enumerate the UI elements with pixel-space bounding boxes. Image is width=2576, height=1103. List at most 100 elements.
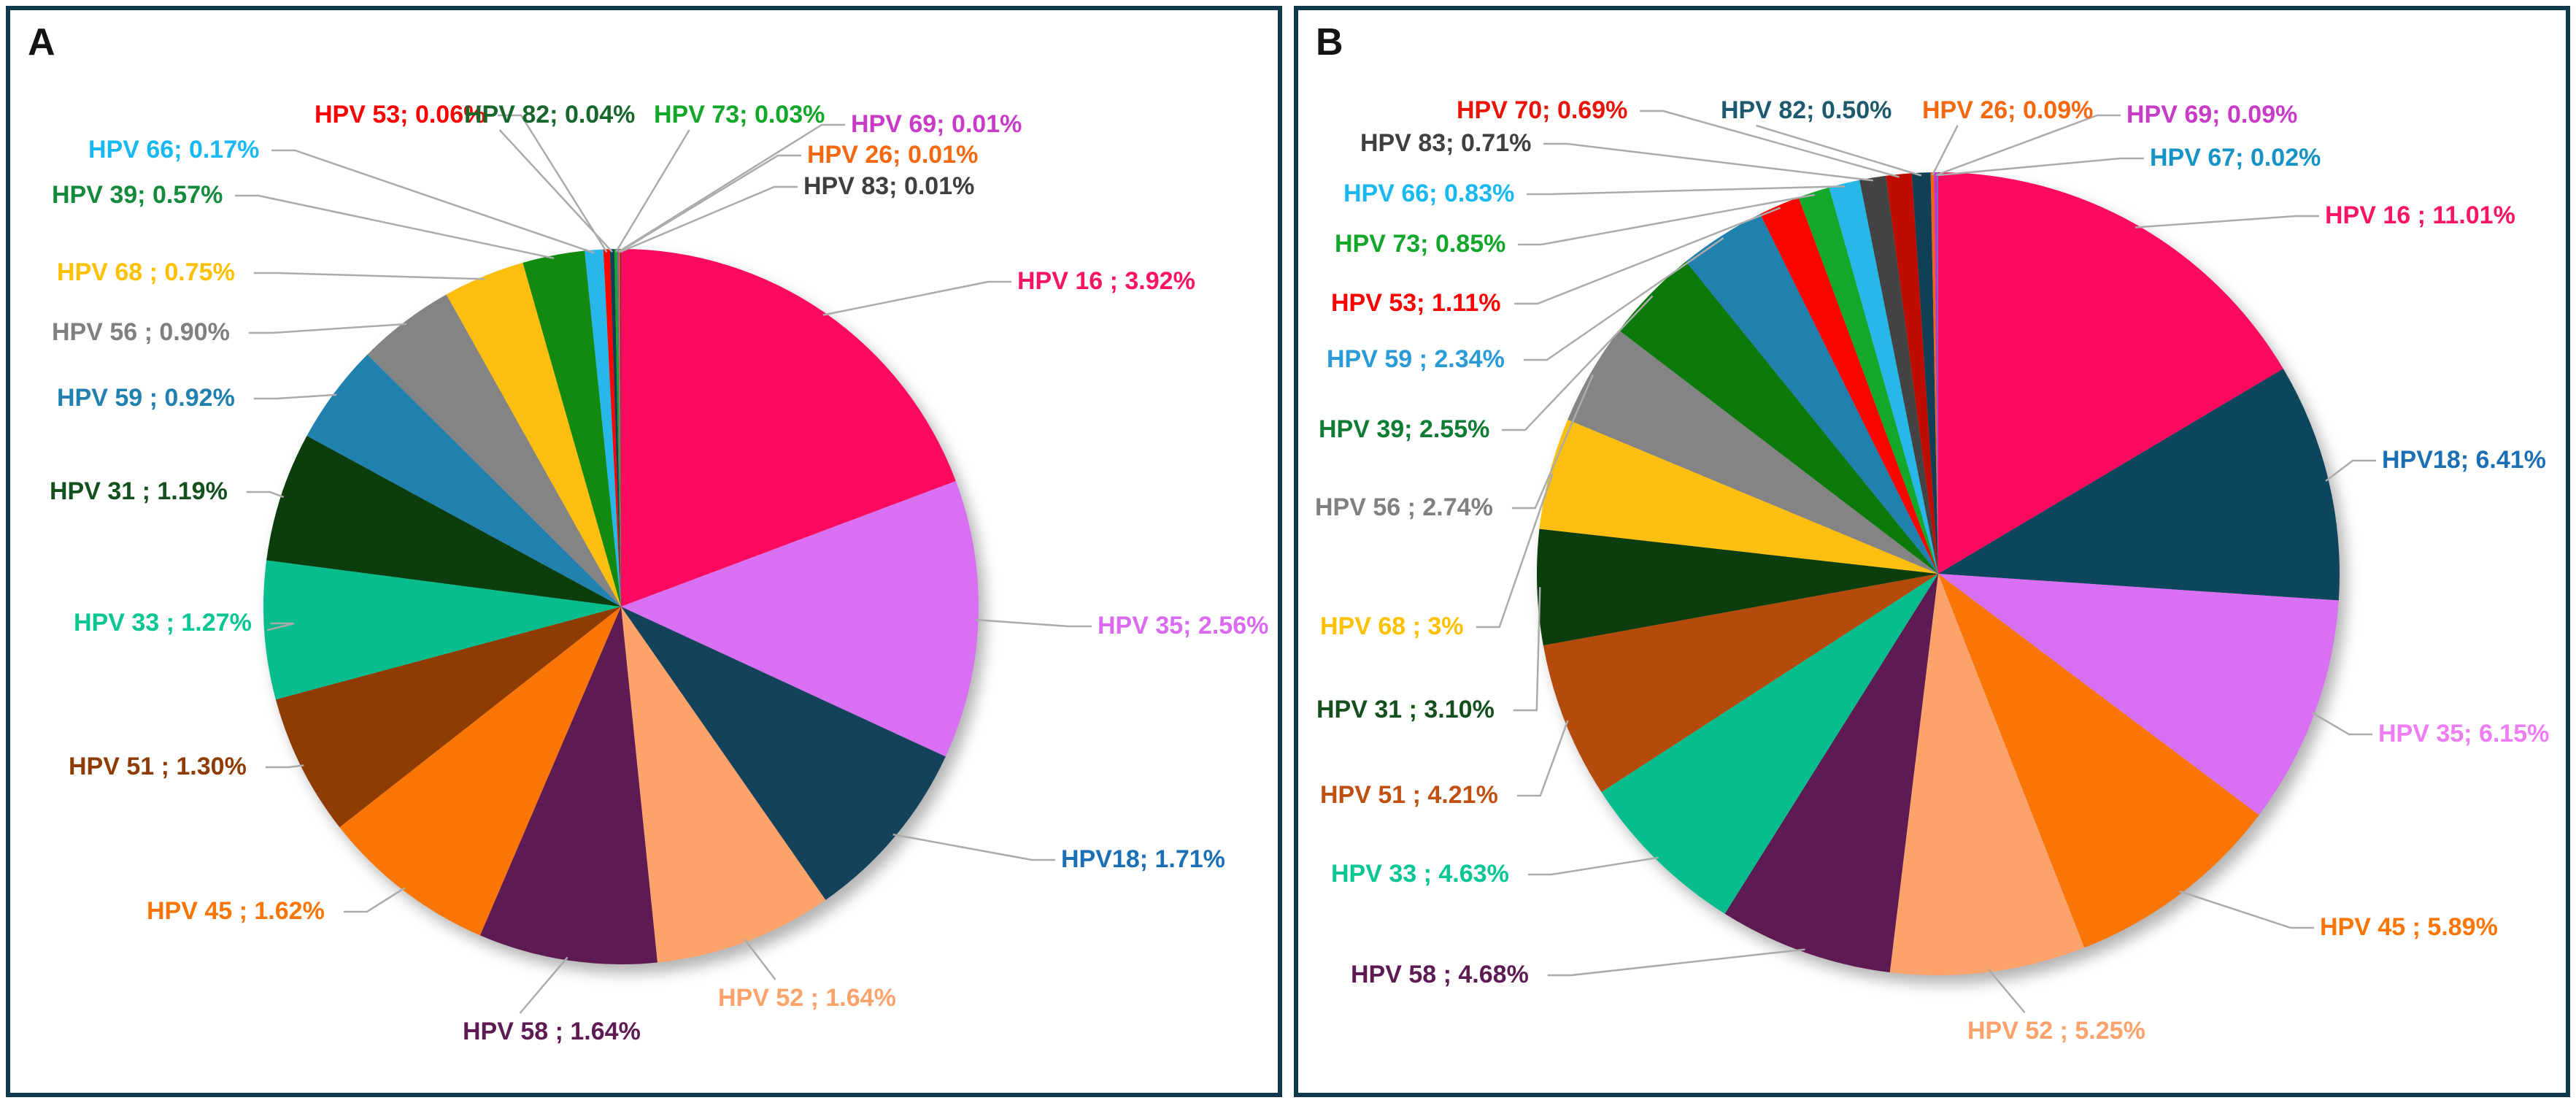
pie-slice-hpv-70 [1886,173,1938,574]
slice-label-hpv-83: HPV 83; 0.71% [1360,129,1532,158]
slice-label-hpv-26: HPV 26; 0.09% [1922,96,2094,125]
pie-slice-hpv-52 [621,607,826,963]
slice-label-hpv-56: HPV 56 ; 0.90% [52,318,230,347]
leader-line [266,622,295,631]
pie-slice-hpv-18 [1938,369,2340,601]
leader-line [253,393,337,400]
pie-slice-hpv-51 [275,607,621,828]
leader-line [271,149,595,254]
slice-label-hpv-70: HPV 70; 0.69% [1457,96,1628,125]
slice-label-hpv-18: HPV18; 6.41% [2382,446,2546,474]
leader-line [246,491,285,499]
pie-slice-hpv-18 [621,607,946,900]
pie-slice-hpv-69 [617,249,621,607]
leader-line [1543,142,1874,182]
pie-slice-hpv-73 [614,249,621,607]
leader-line [1547,948,1805,977]
leader-line [619,154,801,253]
pie-slice-hpv-56 [367,294,621,607]
slice-label-hpv-18: HPV18; 1.71% [1061,845,1225,874]
pie-chart-a [235,114,1092,1014]
pie-slice-hpv-83 [1859,175,1938,574]
slice-label-hpv-31: HPV 31 ; 3.10% [1316,696,1495,724]
pie-slice-hpv-16 [621,249,956,607]
pie-slice-hpv-52 [1889,574,2085,975]
slice-label-hpv-33: HPV 33 ; 4.63% [1331,860,1509,888]
pie-chart-b [1476,109,2376,1013]
leader-line [1516,720,1569,797]
pie-slice-hpv-66 [585,249,621,607]
slice-label-hpv-26: HPV 26; 0.01% [807,141,979,169]
slice-label-hpv-69: HPV 69; 0.01% [851,110,1022,139]
pie-a-labels: HPV 16 ; 3.92% HPV 35; 2.56% HPV18; 1.71% H… [10,10,1278,1093]
pie-slice-hpv-83 [620,248,621,607]
slice-label-hpv-66: HPV 66; 0.17% [88,136,260,164]
slice-label-hpv-73: HPV 73; 0.85% [1335,230,1506,258]
leader-line [744,938,776,980]
leader-line [615,129,690,253]
leader-line [253,272,485,280]
pie-slice-hpv-51 [1543,574,1938,793]
pie-slice-hpv-66 [1829,180,1938,574]
slice-label-hpv-56: HPV 56 ; 2.74% [1315,493,1493,522]
slice-label-hpv-51: HPV 51 ; 4.21% [1320,781,1498,810]
slice-label-hpv-82: HPV 82; 0.50% [1721,96,1892,125]
pie-slice-hpv-16 [1938,172,2283,574]
leader-line [822,280,1011,316]
leader-line [892,833,1055,861]
pie-slice-hpv-33 [1601,574,1938,914]
slice-label-hpv-68: HPV 68 ; 0.75% [57,258,235,287]
panel-b: B HPV 16 ; 11.01% HPV18; 6.41% HPV 35; 6.1… [1294,6,2570,1097]
slice-label-hpv-52: HPV 52 ; 5.25% [1967,1017,2145,1045]
leader-line [617,123,845,253]
leader-line [1987,968,2026,1013]
pie-slice-hpv-69 [1934,172,1938,574]
slice-label-hpv-52: HPV 52 ; 1.64% [718,984,896,1012]
slice-label-hpv-59: HPV 59 ; 2.34% [1327,345,1505,374]
pie-slice-hpv-58 [479,607,658,964]
leader-line [1931,125,1959,176]
pie-slice-hpv-31 [1537,529,1938,646]
pie-slice-hpv-39 [1619,261,1938,574]
pie-slice-hpv-68 [446,262,621,607]
slice-label-hpv-16: HPV 16 ; 3.92% [1017,267,1195,296]
leader-line [975,618,1092,628]
leader-line [498,114,608,253]
leader-line [2311,711,2372,736]
leader-line [1513,587,1541,712]
leader-line [2178,890,2314,929]
panel-a-letter: A [28,21,55,64]
slice-label-hpv-66: HPV 66; 0.83% [1343,180,1515,208]
slice-label-hpv-68: HPV 68 ; 3% [1320,612,1464,641]
leader-line [1640,109,1900,178]
slice-label-hpv-82: HPV 82; 0.04% [464,101,636,129]
pie-slice-hpv-73 [1798,187,1938,574]
slice-label-hpv-53: HPV 53; 1.11% [1331,289,1501,318]
slice-label-hpv-83: HPV 83; 0.01% [803,172,975,201]
leader-line [2135,215,2319,228]
leader-line [1523,237,1724,361]
slice-label-hpv-58: HPV 58 ; 4.68% [1351,961,1529,989]
slice-label-hpv-31: HPV 31 ; 1.19% [50,477,228,506]
pie-slice-hpv-59 [1686,214,1938,574]
leader-line [620,185,798,253]
pie-b-labels: HPV 16 ; 11.01% HPV18; 6.41% HPV 35; 6.15%… [1298,10,2566,1093]
pie-slice-hpv-68 [1539,419,1938,574]
pie-slice-hpv-39 [522,250,621,607]
slice-label-hpv-35: HPV 35; 6.15% [2378,720,2550,748]
pie-slice-hpv-26 [1930,172,1938,574]
slice-label-hpv-16: HPV 16 ; 11.01% [2325,201,2515,230]
pie-slice-hpv-35 [621,480,979,757]
leader-line [1935,114,2121,177]
pie-slice-hpv-58 [1724,574,1938,972]
leader-line [1511,374,1594,510]
slice-label-hpv-53: HPV 53; 0.06% [315,101,486,129]
slice-label-hpv-35: HPV 35; 2.56% [1098,612,1269,640]
slice-label-hpv-59: HPV 59 ; 0.92% [57,384,235,412]
pie-slice-hpv-33 [263,560,621,700]
slice-label-hpv-67: HPV 67; 0.02% [2150,144,2321,172]
leader-line [519,956,568,1014]
panel-b-letter: B [1316,21,1343,64]
pie-slice-hpv-59 [306,354,621,607]
